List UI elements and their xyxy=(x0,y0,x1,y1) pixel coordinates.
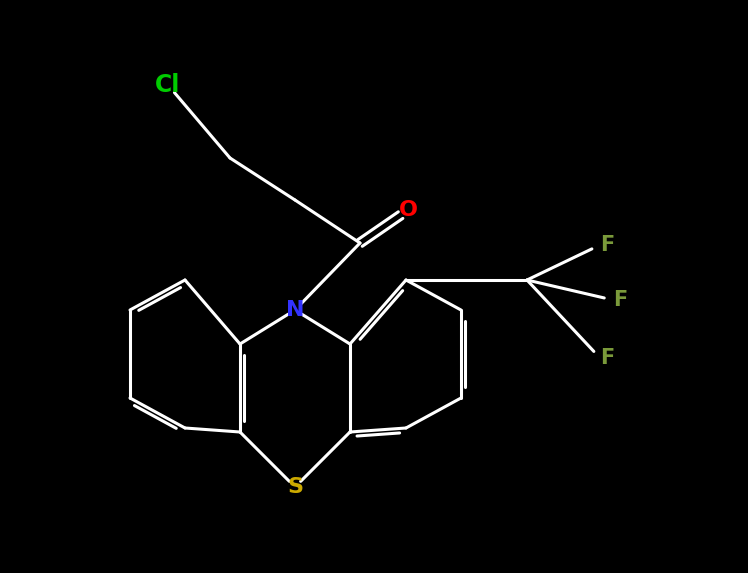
Text: F: F xyxy=(600,348,614,368)
Text: O: O xyxy=(399,200,417,220)
Text: F: F xyxy=(613,290,628,310)
Text: S: S xyxy=(287,477,303,497)
Text: F: F xyxy=(600,235,614,255)
Text: N: N xyxy=(286,300,304,320)
Text: Cl: Cl xyxy=(156,73,181,97)
